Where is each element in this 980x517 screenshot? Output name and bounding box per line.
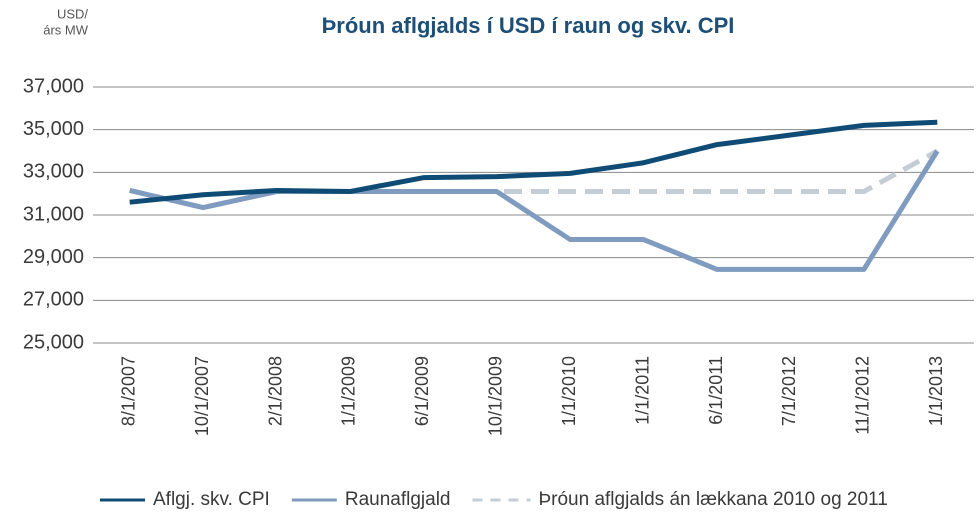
series-line xyxy=(129,119,938,205)
x-tick-label: 1/1/2010 xyxy=(559,356,579,426)
y-axis-label: árs MW xyxy=(43,22,89,37)
y-axis-label: USD/ xyxy=(57,6,88,21)
x-tick-label: 1/1/2009 xyxy=(339,356,359,426)
y-tick-label: 35,000 xyxy=(23,118,84,140)
legend-label: Aflgj. skv. CPI xyxy=(153,489,270,510)
y-tick-label: 25,000 xyxy=(23,331,84,353)
x-tick-label: 1/1/2011 xyxy=(632,356,652,425)
series-line xyxy=(129,149,940,272)
legend-label: Raunaflgjald xyxy=(345,489,451,510)
x-tick-label: 7/1/2012 xyxy=(779,356,799,426)
x-tick-label: 8/1/2007 xyxy=(118,356,138,426)
y-tick-label: 31,000 xyxy=(23,203,84,225)
x-tick-label: 6/1/2011 xyxy=(706,356,726,425)
y-tick-label: 37,000 xyxy=(23,75,84,97)
x-tick-label: 2/1/2008 xyxy=(265,356,285,426)
x-tick-label: 6/1/2009 xyxy=(412,356,432,426)
x-tick-label: 10/1/2007 xyxy=(192,356,212,436)
y-tick-label: 29,000 xyxy=(23,246,84,268)
y-tick-label: 33,000 xyxy=(23,161,84,183)
legend-label: Þróun aflgjalds án lækkana 2010 og 2011 xyxy=(538,489,887,510)
y-tick-label: 27,000 xyxy=(23,289,84,311)
chart-title: Þróun aflgjalds í USD í raun og skv. CPI xyxy=(322,13,735,38)
x-tick-label: 11/1/2012 xyxy=(853,356,873,435)
x-tick-label: 10/1/2009 xyxy=(486,356,506,436)
x-tick-label: 1/1/2013 xyxy=(926,356,946,426)
